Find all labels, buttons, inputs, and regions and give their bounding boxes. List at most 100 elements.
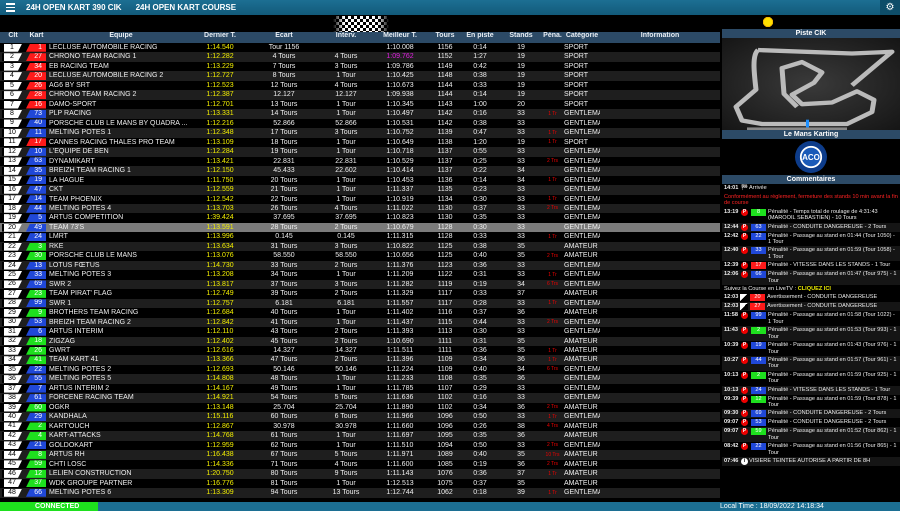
- table-row[interactable]: 13 63 DYNAMIKART 1:13.421 22.831 22.831 1:10.5…: [0, 157, 720, 166]
- hamburger-icon[interactable]: [0, 0, 20, 15]
- table-row[interactable]: 34 41 TEAM KART 41 1:13.366 47 Tours 2 Tours 1…: [0, 355, 720, 365]
- table-row[interactable]: 43 21 GOLDOKART 1:12.959 62 Tours 1 Tour 1:11.…: [0, 441, 720, 450]
- livetv-link[interactable]: CLIQUEZ ICI: [797, 286, 831, 293]
- table-row[interactable]: 42 4 KART-ATTACKS 1:14.768 61 Tours 1 Tour 1:1…: [0, 431, 720, 441]
- category-cell: GENTLEMAN: [564, 213, 600, 222]
- best-lap-text: 1:10.718: [386, 148, 414, 156]
- interval-cell: 9 Tours: [323, 469, 369, 478]
- table-row[interactable]: 36 55 MELTING POTES 5 1:14.808 48 Tours 1 Tou…: [0, 374, 720, 384]
- table-row[interactable]: 2 27 CHRONO TEAM RACING 1 1:12.282 4 Tours 4 …: [0, 52, 720, 62]
- table-row[interactable]: 35 22 MELTING POTES 2 1:12.693 50.146 50.146 1…: [0, 365, 720, 374]
- best-lap-cell: 1:11.636: [369, 393, 431, 402]
- laps-text: 1130: [437, 214, 453, 222]
- position-badge: 15: [2, 176, 22, 185]
- table-row[interactable]: 45 59 CHTI LOSC 1:14.336 71 Tours 4 Tours 1:11…: [0, 460, 720, 469]
- table-row[interactable]: 32 18 ZIGZAG 1:12.402 45 Tours 2 Tours 1:10.69…: [0, 336, 720, 346]
- table-row[interactable]: 37 7 ARTUS INTERIM 2 1:14.167 49 Tours 1 Tour…: [0, 384, 720, 393]
- table-row[interactable]: 16 47 CKT 1:12.559 21 Tours 1 Tour 1:11.337 113…: [0, 185, 720, 195]
- table-row[interactable]: 9 40 PORSCHE CLUB LE MANS BY QUADRA ... 1:1…: [0, 119, 720, 128]
- table-row[interactable]: 40 29 KANDHALA 1:15.116 60 Tours 6 Tours 1:11.…: [0, 412, 720, 422]
- kart-badge: 44: [751, 356, 766, 364]
- column-header[interactable]: Meilleur T.: [383, 32, 417, 39]
- column-header[interactable]: Tours: [435, 32, 455, 39]
- position-badge: 23: [2, 252, 22, 261]
- table-row[interactable]: 28 99 SWR 1 1:12.757 6.181 6.181 1:11.557 1117 0…: [0, 298, 720, 309]
- table-row[interactable]: 20 49 TEAM 73'S 1:13.591 28 Tours 2 Tours 1:10…: [0, 222, 720, 233]
- last-lap-text: 1:13.331: [206, 110, 234, 118]
- column-header[interactable]: Information: [640, 32, 680, 39]
- gear-icon[interactable]: ⚙: [880, 0, 900, 15]
- pit-stops-text: 36: [517, 309, 525, 317]
- on-track-time-cell: 0:38: [459, 71, 501, 80]
- table-row[interactable]: 22 3 RKE 1:13.634 31 Tours 3 Tours 1:10.822 112…: [0, 241, 720, 252]
- column-header[interactable]: Clt: [8, 32, 18, 39]
- best-lap-cell: 1:10.822: [369, 242, 431, 251]
- table-row[interactable]: 17 14 TEAM PHOENIX 1:12.542 22 Tours 1 Tour 1:…: [0, 195, 720, 204]
- interval-text: 52.866: [335, 119, 357, 127]
- table-row[interactable]: 27 23 TEAM PIRAT' FLAG 1:12.749 39 Tours 2 To…: [0, 289, 720, 298]
- laps-cell: 1094: [431, 441, 459, 450]
- column-header[interactable]: Péna.: [543, 32, 562, 39]
- interval-text: 2 Tours: [334, 328, 358, 336]
- table-row[interactable]: 47 37 WDK GROUPE PARTNER 1:16.776 81 Tours 1 …: [0, 479, 720, 488]
- connection-status: CONNECTED: [0, 502, 98, 511]
- column-header[interactable]: Interv.: [335, 32, 357, 39]
- last-lap-text: 1:12.387: [206, 91, 234, 99]
- team-name-cell: BREIZH TEAM RACING 2: [47, 318, 195, 327]
- table-row[interactable]: 25 33 MELTING POTES 3 1:13.208 34 Tours 1 Tou…: [0, 270, 720, 279]
- table-row[interactable]: 33 26 GWRT 1:12.616 14.327 14.327 1:11.511 1111…: [0, 346, 720, 355]
- table-row[interactable]: 15 19 LA HAGUE 1:11.750 20 Tours 1 Tour 1:10.4…: [0, 176, 720, 185]
- column-header[interactable]: Stands: [509, 32, 533, 39]
- comment-time: 12:03: [724, 303, 739, 310]
- kart-badge: 26: [26, 81, 46, 90]
- column-header[interactable]: Equipe: [109, 32, 133, 39]
- table-row[interactable]: 11 17 CANNES RACING THALES PRO TEAM 1:13.10…: [0, 138, 720, 147]
- table-row[interactable]: 8 73 PLP RACING 1:13.331 14 Tours 1 Tour 1:10.…: [0, 109, 720, 119]
- table-row[interactable]: 10 11 MELTING POTES 1 1:12.348 17 Tours 3 Tou…: [0, 128, 720, 138]
- table-row[interactable]: 48 66 MELTING POTES 6 1:13.309 94 Tours 13 To…: [0, 488, 720, 498]
- category-cell: GENTLEMAN: [564, 327, 600, 336]
- best-lap-cell: 1:11.660: [369, 422, 431, 431]
- laps-cell: 1107: [431, 384, 459, 393]
- penalty-text: 2 Trs: [546, 252, 559, 259]
- table-row[interactable]: 21 24 LMRT 1:13.996 0.145 0.145 1:11.315 1128 0:…: [0, 232, 720, 242]
- table-row[interactable]: 44 8 ARTUS RH 1:16.438 67 Tours 5 Tours 1:11.9…: [0, 450, 720, 460]
- table-row[interactable]: 38 61 FORCENE RACING TEAM 1:14.921 54 Tours 5…: [0, 393, 720, 403]
- table-row[interactable]: 30 53 BREIZH TEAM RACING 2 1:12.842 41 Tours…: [0, 317, 720, 328]
- table-row[interactable]: 18 44 MELTING POTES 4 1:13.703 26 Tours 4 Tou…: [0, 203, 720, 214]
- table-row[interactable]: 14 35 BREIZH TEAM RACING 1 1:12.150 45.433 22…: [0, 166, 720, 176]
- column-header[interactable]: Ecart: [275, 32, 293, 39]
- pit-stops-text: 34: [517, 280, 525, 288]
- column-header[interactable]: Catégorie: [565, 32, 599, 39]
- table-row[interactable]: 24 13 LOTUS FŒTUS 1:14.730 33 Tours 2 Tours 1:…: [0, 260, 720, 271]
- table-row[interactable]: 7 16 DAMO-SPORT 1:12.701 13 Tours 1 Tour 1:10.…: [0, 100, 720, 109]
- position-badge: 42: [2, 431, 22, 440]
- laps-cell: 1125: [431, 242, 459, 251]
- table-row[interactable]: 6 28 CHRONO TEAM RACING 2 1:12.387 12.127 12.…: [0, 90, 720, 100]
- table-row[interactable]: 41 2 KART'OUCH 1:12.867 30.978 30.978 1:11.660…: [0, 422, 720, 431]
- table-row[interactable]: 31 6 ARTUS INTERIM 1:12.110 43 Tours 2 Tours 1…: [0, 327, 720, 336]
- table-row[interactable]: 19 5 ARTUS COMPETITION 1:39.424 37.695 37.695…: [0, 213, 720, 223]
- category-cell: GENTLEMAN: [564, 223, 600, 232]
- column-header[interactable]: Dernier T.: [204, 32, 236, 39]
- interval-cell: 30.978: [323, 422, 369, 431]
- table-row[interactable]: 4 20 LECLUSE AUTOMOBILE RACING 2 1:12.727 8 …: [0, 71, 720, 81]
- table-row[interactable]: 26 69 SWR 2 1:13.817 37 Tours 3 Tours 1:11.282…: [0, 279, 720, 290]
- table-row[interactable]: 1 1 LECLUSE AUTOMOBILE RACING 1:14.540 Tour …: [0, 43, 720, 52]
- best-lap-cell: 1:11.510: [369, 441, 431, 450]
- position-cell: 39: [0, 403, 26, 412]
- table-row[interactable]: 46 12 LELIEN CONSTRUCTION 1:20.750 80 Tours 9…: [0, 469, 720, 479]
- position-cell: 22: [0, 242, 26, 251]
- table-row[interactable]: 3 34 EB RACING TEAM 1:13.229 7 Tours 3 Tours 1…: [0, 62, 720, 71]
- column-header[interactable]: En piste: [466, 32, 494, 39]
- category-cell: AMATEUR: [564, 479, 600, 488]
- last-lap-text: 1:12.402: [206, 337, 234, 345]
- last-lap-text: 1:12.559: [206, 186, 234, 194]
- table-row[interactable]: 39 60 OGKR 1:13.148 25.704 25.704 1:11.890 1102…: [0, 403, 720, 412]
- table-row[interactable]: 12 10 L'EQUIPE DE BEN 1:12.284 19 Tours 1 Tou…: [0, 147, 720, 157]
- table-row[interactable]: 29 9 BROTHERS TEAM RACING 1:12.684 40 Tours 1…: [0, 308, 720, 317]
- table-row[interactable]: 5 26 AG6 BY SRT 1:12.523 12 Tours 4 Tours 1:10…: [0, 81, 720, 90]
- best-lap-text: 1:11.022: [386, 204, 414, 212]
- table-row[interactable]: 23 30 PORSCHE CLUB LE MANS 1:13.076 58.550 58…: [0, 251, 720, 261]
- column-header[interactable]: Kart: [29, 32, 44, 39]
